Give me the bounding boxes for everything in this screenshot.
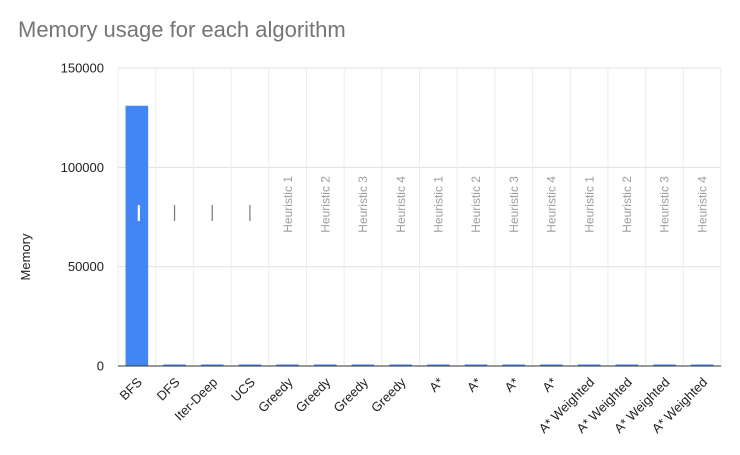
y-tick-label: 0 (97, 359, 104, 374)
y-tick-label: 50000 (68, 259, 104, 274)
x-tick-label: A* (464, 375, 484, 395)
bar (200, 364, 224, 366)
bar (389, 364, 412, 366)
bar (427, 364, 450, 366)
x-tick-label: BFS (116, 374, 145, 403)
bar (163, 364, 186, 366)
bars (125, 105, 714, 366)
bar (577, 364, 601, 366)
bar (125, 105, 149, 366)
y-axis-ticks: 0 50000 100000 150000 (61, 61, 104, 374)
annotation-label: Heuristic 4 (394, 176, 408, 233)
annotation-label: Heuristic 2 (620, 176, 634, 233)
chart-title: Memory usage for each algorithm (18, 17, 346, 42)
bar (464, 364, 488, 366)
x-tick-label: A* (539, 375, 559, 395)
bar (351, 364, 375, 366)
x-tick-label: Greedy (330, 374, 371, 415)
annotation-label: Heuristic 1 (281, 176, 295, 233)
y-tick-label: 150000 (61, 61, 104, 76)
x-tick-label: Greedy (368, 374, 409, 415)
x-tick-label: A* (502, 375, 522, 395)
bar (313, 364, 337, 366)
grid-lines (117, 67, 722, 366)
bar (276, 364, 299, 366)
bar (690, 364, 714, 366)
annotation-label: Heuristic 3 (507, 176, 521, 233)
y-axis-label: Memory (18, 233, 33, 280)
annotation-label: Heuristic 4 (545, 176, 559, 233)
x-tick-label: DFS (154, 374, 183, 403)
annotation-label: Heuristic 1 (432, 176, 446, 233)
bar (502, 364, 526, 366)
annotation-label: Heuristic 2 (469, 176, 483, 233)
x-tick-label: Greedy (293, 374, 334, 415)
annotation-label: Heuristic 1 (582, 176, 596, 233)
bar (615, 364, 639, 366)
bar (653, 364, 676, 366)
annotation-label: Heuristic 3 (658, 176, 672, 233)
x-tick-label: Greedy (255, 374, 296, 415)
annotation-label: Heuristic 4 (695, 176, 709, 233)
annotation-label: Heuristic 3 (356, 176, 370, 233)
bar (540, 364, 563, 366)
annotation-label: Heuristic 2 (318, 176, 332, 233)
bar (238, 364, 262, 366)
x-tick-label: UCS (228, 374, 258, 404)
x-tick-label: A* (426, 375, 446, 395)
annotations: Heuristic 1 Heuristic 2 Heuristic 3 Heurist… (136, 176, 709, 233)
y-tick-label: 100000 (61, 160, 104, 175)
